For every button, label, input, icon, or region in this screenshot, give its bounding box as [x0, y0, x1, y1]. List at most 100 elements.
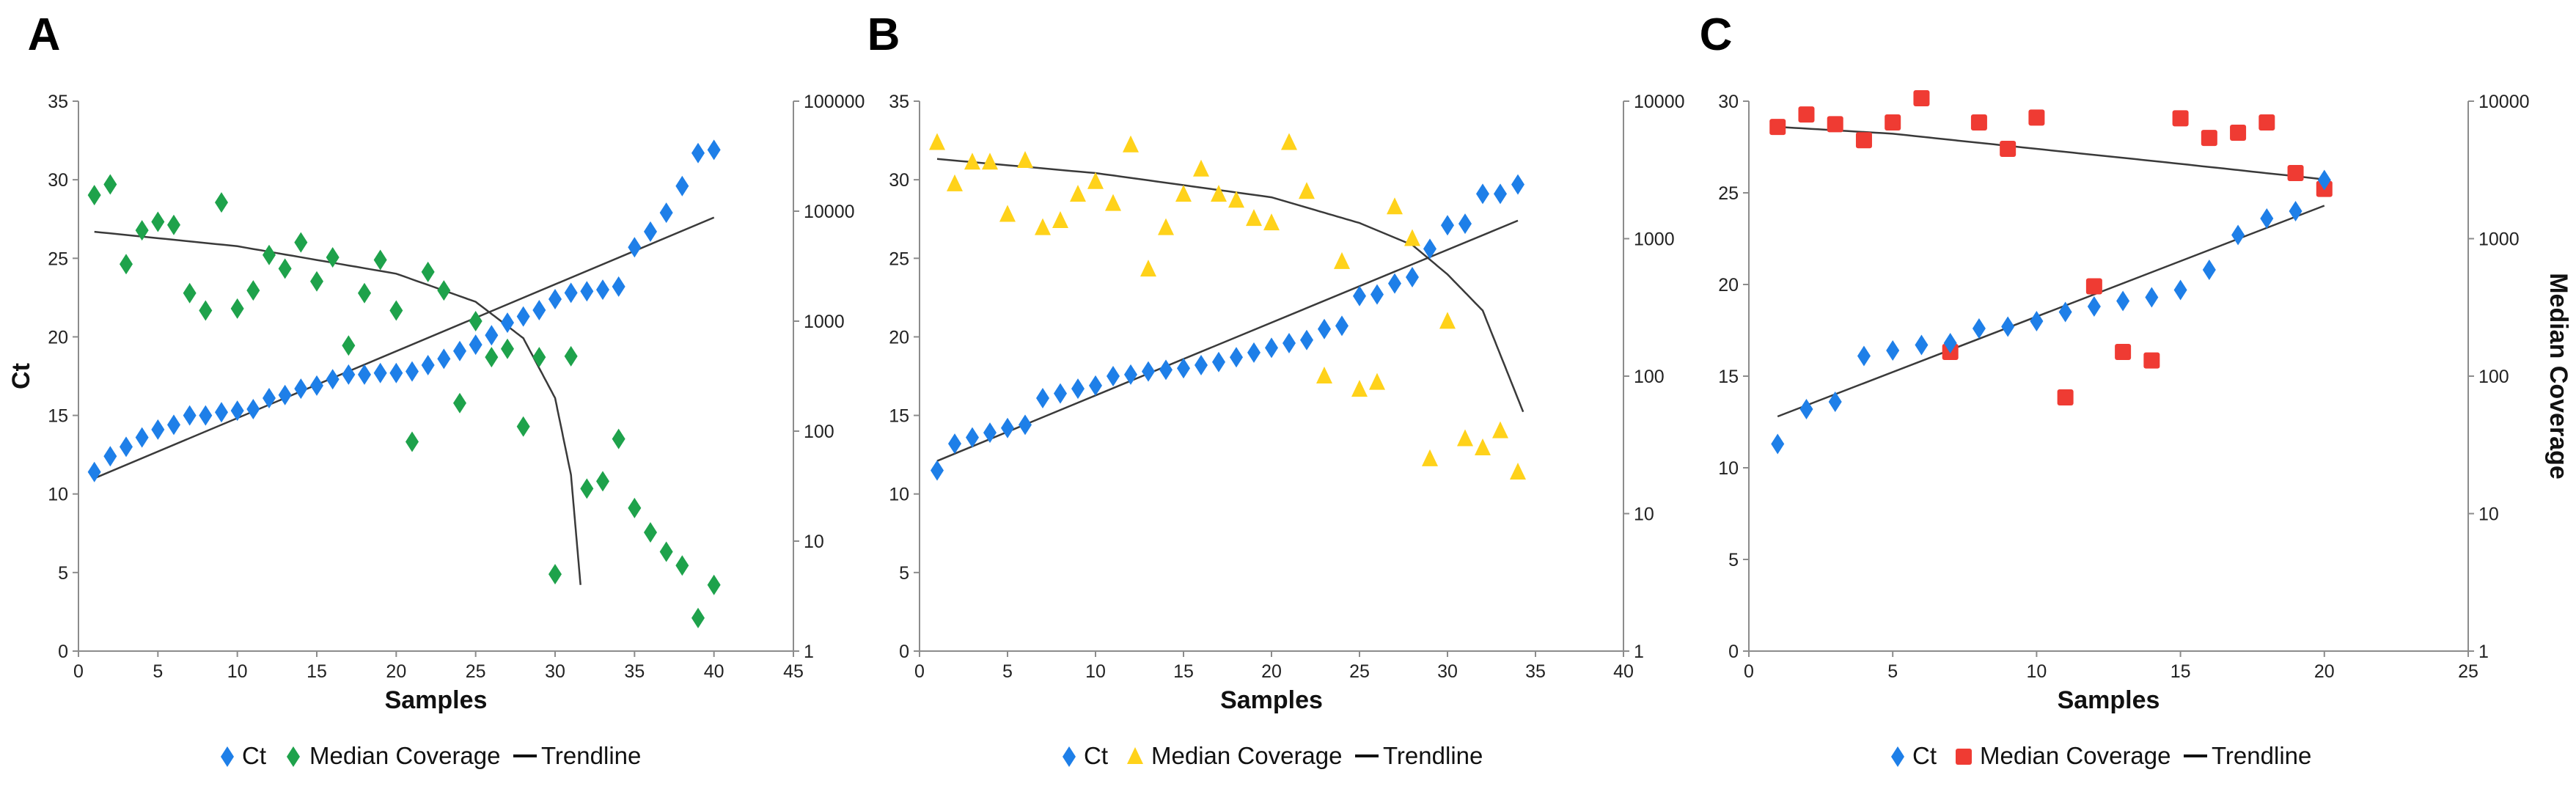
legend-marker-ct — [221, 746, 234, 767]
legend-marker-ct — [1891, 746, 1904, 767]
x-tick-label: 30 — [1437, 661, 1458, 682]
legend-label-trendline: Trendline — [2212, 742, 2311, 769]
median-coverage-point — [2287, 165, 2304, 182]
median-coverage-point — [278, 258, 292, 279]
y2-axis-title: Median Coverage — [2544, 273, 2572, 480]
chart-panel-a: A 0 5 10 15 20 25 30 35 40 45 0 5 10 15 20 25 30 35 1 10 100 1… — [7, 10, 865, 769]
ct-point — [516, 306, 530, 327]
ct-point — [215, 402, 228, 423]
y-tick-label: 10 — [1718, 458, 1739, 479]
ct-point — [691, 142, 705, 164]
median-coverage-point — [2258, 114, 2275, 131]
ct-point — [1212, 351, 1225, 372]
median-coverage-point — [947, 174, 963, 191]
ct-point — [1857, 345, 1871, 367]
x-tick-label: 30 — [545, 661, 565, 682]
median-coverage-point — [1263, 213, 1280, 231]
median-coverage-point — [1140, 260, 1156, 277]
y-tick-label: 20 — [48, 327, 68, 348]
ct-point — [1771, 433, 1785, 455]
median-coverage-point — [342, 335, 356, 356]
ct-point — [1071, 378, 1085, 400]
chart-panel-c: C 0 5 10 15 20 25 0 5 10 15 20 25 30 1 10 100 1000 10000 Sa… — [1700, 10, 2572, 769]
ct-point — [326, 369, 340, 390]
median-coverage-point — [135, 220, 149, 241]
ct-point — [310, 375, 323, 396]
ct-point — [103, 446, 117, 467]
y-tick-label: 0 — [58, 642, 68, 662]
median-coverage-point — [103, 174, 117, 195]
median-coverage-point — [1228, 191, 1244, 208]
ct-point — [1089, 375, 1102, 396]
ct-point — [1019, 414, 1032, 436]
legend: Ct Median Coverage Trendline — [221, 742, 641, 769]
ct-point — [421, 355, 435, 375]
y-tick-label: 35 — [889, 92, 909, 112]
median-coverage-point — [199, 300, 213, 321]
legend-marker-median-coverage — [1127, 747, 1143, 764]
x-tick-label: 35 — [1525, 661, 1546, 682]
median-coverage-point — [358, 282, 371, 304]
median-coverage-point — [263, 244, 276, 265]
median-coverage-point — [310, 271, 323, 292]
median-coverage-point — [999, 205, 1016, 222]
median-coverage-point — [183, 282, 197, 304]
ct-point — [1159, 359, 1173, 381]
ct-point — [1177, 358, 1190, 379]
legend-label-ct: Ct — [1084, 742, 1108, 769]
median-coverage-point — [1827, 116, 1843, 133]
median-coverage-point — [564, 345, 578, 367]
chart-panel-b: B 0 5 10 15 20 25 30 35 40 0 5 10 15 20 25 30 35 1 10 100 100… — [867, 10, 1685, 769]
x-tick-label: 0 — [1744, 661, 1754, 682]
y-tick-label: 30 — [48, 170, 68, 191]
ct-point — [1828, 392, 1842, 412]
x-tick-label: 15 — [2170, 661, 2191, 682]
x-axis-title: Samples — [1220, 686, 1323, 714]
ct-point — [532, 300, 546, 320]
y2-tick-label: 1 — [804, 642, 814, 662]
legend-marker-ct — [1063, 746, 1076, 767]
ct-point — [675, 175, 689, 197]
median-coverage-point — [2115, 343, 2132, 360]
x-tick-label: 10 — [227, 661, 248, 682]
trendline — [936, 158, 1524, 413]
ct-point — [183, 405, 197, 426]
median-coverage-point — [1316, 367, 1332, 383]
median-coverage-point — [2143, 352, 2160, 369]
ct-point — [278, 384, 292, 405]
ct-point — [1318, 318, 1331, 339]
y-tick-label: 5 — [58, 563, 68, 584]
median-coverage-point — [1769, 119, 1786, 136]
ct-point — [120, 436, 133, 458]
ct-point — [167, 414, 180, 436]
median-coverage-point — [215, 192, 228, 213]
median-coverage-point — [929, 133, 945, 150]
y2-tick-label: 10 — [2478, 504, 2499, 525]
ct-point — [931, 460, 944, 481]
x-tick-label: 45 — [783, 661, 804, 682]
trendline — [94, 230, 581, 585]
y-tick-label: 5 — [899, 563, 909, 584]
median-coverage-point — [691, 607, 705, 628]
ct-point — [564, 282, 578, 304]
ct-point — [1247, 342, 1261, 363]
ct-point — [230, 400, 244, 422]
panel-letter: C — [1700, 10, 1733, 60]
ct-point — [1388, 273, 1401, 294]
legend-marker-median-coverage — [287, 746, 300, 767]
median-coverage-point — [964, 153, 980, 170]
ct-point — [1943, 333, 1957, 353]
median-coverage-point — [1369, 372, 1385, 390]
median-coverage-point — [1492, 421, 1508, 438]
legend-label-median-coverage: Median Coverage — [309, 742, 501, 769]
median-coverage-point — [2230, 124, 2247, 141]
x-tick-label: 35 — [624, 661, 645, 682]
ct-point — [1195, 355, 1208, 375]
legend-marker-median-coverage — [1956, 749, 1972, 765]
median-coverage-point — [532, 347, 546, 368]
y-tick-label: 35 — [48, 92, 68, 112]
ct-point — [1494, 183, 1507, 205]
ct-point — [1915, 334, 1929, 356]
median-coverage-point — [1123, 135, 1139, 153]
median-coverage-point — [596, 471, 609, 492]
